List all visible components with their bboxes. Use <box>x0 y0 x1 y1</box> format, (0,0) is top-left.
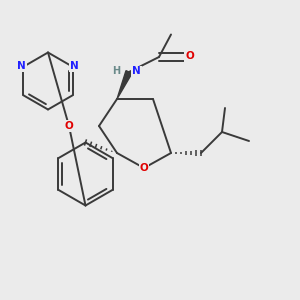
Text: N: N <box>17 61 26 71</box>
Text: O: O <box>140 163 148 173</box>
Polygon shape <box>117 71 132 99</box>
Text: O: O <box>64 121 74 131</box>
Text: H: H <box>112 65 120 76</box>
Text: N: N <box>70 61 79 71</box>
Text: O: O <box>185 51 194 62</box>
Text: N: N <box>132 66 141 76</box>
